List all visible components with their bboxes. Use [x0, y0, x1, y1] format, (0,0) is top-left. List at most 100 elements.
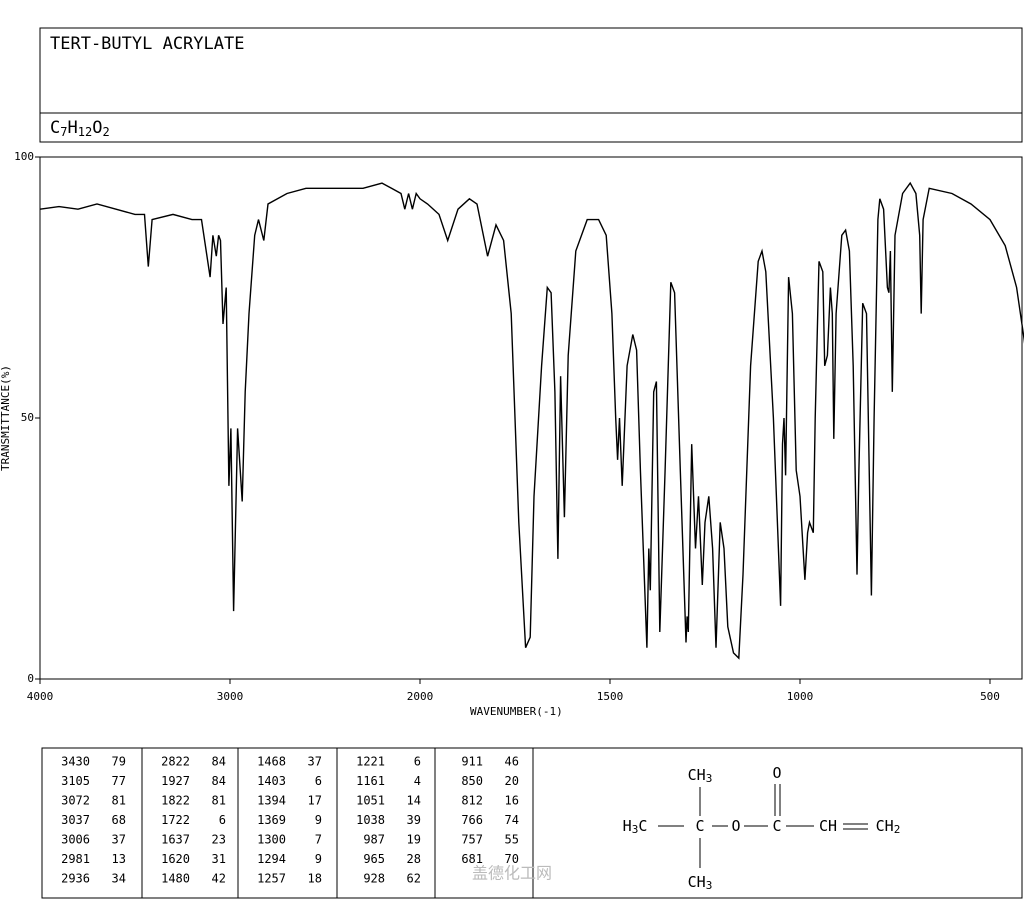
peak-wavenumber: 1257 — [257, 872, 286, 886]
x-axis-label: WAVENUMBER(-1) — [470, 705, 563, 718]
peak-transmittance: 34 — [112, 872, 126, 886]
formula-subscript: 2 — [102, 125, 109, 139]
peak-wavenumber: 1722 — [161, 813, 190, 827]
peak-wavenumber: 766 — [461, 813, 483, 827]
peak-wavenumber: 3430 — [61, 755, 90, 769]
atom-part: C — [772, 817, 781, 835]
peak-transmittance: 46 — [505, 755, 519, 769]
peak-transmittance: 37 — [308, 755, 322, 769]
peak-transmittance: 20 — [505, 774, 519, 788]
peak-transmittance: 14 — [407, 794, 421, 808]
y-axis-label: TRANSMITTANCE(%) — [0, 365, 12, 471]
peak-transmittance: 37 — [112, 833, 126, 847]
x-tick-label: 1500 — [597, 690, 624, 703]
peak-transmittance: 81 — [112, 794, 126, 808]
peak-transmittance: 16 — [505, 794, 519, 808]
structure-atom: C — [695, 817, 704, 835]
atom-part: 3 — [632, 823, 639, 836]
atom-part: O — [772, 764, 781, 782]
peak-wavenumber: 2822 — [161, 755, 190, 769]
structure-atom: CH2 — [876, 817, 901, 837]
peak-wavenumber: 1221 — [356, 755, 385, 769]
peak-transmittance: 19 — [407, 833, 421, 847]
structure-atom: O — [731, 817, 740, 835]
atom-part: 3 — [706, 772, 713, 785]
peak-transmittance: 77 — [112, 774, 126, 788]
peak-transmittance: 6 — [414, 755, 421, 769]
peak-wavenumber: 1403 — [257, 774, 286, 788]
peak-transmittance: 84 — [212, 755, 226, 769]
structure-atom: CH3 — [688, 766, 713, 786]
peak-transmittance: 23 — [212, 833, 226, 847]
atom-part: CH — [876, 817, 894, 835]
peak-wavenumber: 1637 — [161, 833, 190, 847]
formula-element: C — [50, 118, 60, 138]
peak-wavenumber: 3006 — [61, 833, 90, 847]
structure-bonds — [658, 784, 868, 868]
peak-wavenumber: 987 — [363, 833, 385, 847]
peak-wavenumber: 3105 — [61, 774, 90, 788]
table-box — [41, 747, 1023, 899]
peak-transmittance: 55 — [505, 833, 519, 847]
spectrum-line — [39, 181, 1024, 660]
peak-wavenumber: 2936 — [61, 872, 90, 886]
y-tick-label: 0 — [27, 672, 34, 685]
peak-wavenumber: 928 — [363, 872, 385, 886]
compound-name: TERT-BUTYL ACRYLATE — [50, 34, 244, 54]
peak-transmittance: 9 — [315, 852, 322, 866]
peak-transmittance: 39 — [407, 813, 421, 827]
formula: C7H12O2 — [50, 118, 110, 139]
peak-wavenumber: 812 — [461, 794, 483, 808]
peak-transmittance: 81 — [212, 794, 226, 808]
peak-transmittance: 7 — [315, 833, 322, 847]
peak-transmittance: 79 — [112, 755, 126, 769]
peak-transmittance: 42 — [212, 872, 226, 886]
peak-transmittance: 18 — [308, 872, 322, 886]
formula-subscript: 12 — [78, 125, 92, 139]
atom-part: C — [695, 817, 704, 835]
peak-wavenumber: 1822 — [161, 794, 190, 808]
y-tick-label: 50 — [21, 411, 34, 424]
formula-subscript: 7 — [60, 125, 67, 139]
peak-wavenumber: 1051 — [356, 794, 385, 808]
peak-transmittance: 9 — [315, 813, 322, 827]
peak-wavenumber: 3072 — [61, 794, 90, 808]
structure-atom: C — [772, 817, 781, 835]
formula-box — [39, 112, 1023, 143]
peak-wavenumber: 850 — [461, 774, 483, 788]
x-tick-label: 2000 — [407, 690, 434, 703]
peak-transmittance: 13 — [112, 852, 126, 866]
peak-transmittance: 84 — [212, 774, 226, 788]
x-tick-label: 3000 — [217, 690, 244, 703]
peak-wavenumber: 757 — [461, 833, 483, 847]
peak-wavenumber: 1927 — [161, 774, 190, 788]
y-tick-label: 100 — [14, 150, 34, 163]
atom-part: H — [623, 817, 632, 835]
peak-wavenumber: 911 — [461, 755, 483, 769]
peak-wavenumber: 3037 — [61, 813, 90, 827]
peak-wavenumber: 2981 — [61, 852, 90, 866]
x-tick-label: 4000 — [27, 690, 54, 703]
x-tick-label: 1000 — [787, 690, 814, 703]
peak-transmittance: 6 — [315, 774, 322, 788]
atom-part: O — [731, 817, 740, 835]
peak-wavenumber: 1480 — [161, 872, 190, 886]
atom-part: 2 — [894, 823, 901, 836]
peak-transmittance: 74 — [505, 813, 519, 827]
peak-wavenumber: 1161 — [356, 774, 385, 788]
watermark: 盖德化工网 — [472, 864, 552, 883]
peak-transmittance: 70 — [505, 852, 519, 866]
peak-wavenumber: 1620 — [161, 852, 190, 866]
peak-transmittance: 62 — [407, 872, 421, 886]
structure-atom: CH3 — [688, 873, 713, 893]
structure-atom: O — [772, 764, 781, 782]
x-tick-label: 500 — [980, 690, 1000, 703]
peak-wavenumber: 1300 — [257, 833, 286, 847]
peak-wavenumber: 1369 — [257, 813, 286, 827]
peak-transmittance: 17 — [308, 794, 322, 808]
peak-wavenumber: 965 — [363, 852, 385, 866]
atom-part: CH — [688, 873, 706, 891]
peak-transmittance: 4 — [414, 774, 421, 788]
